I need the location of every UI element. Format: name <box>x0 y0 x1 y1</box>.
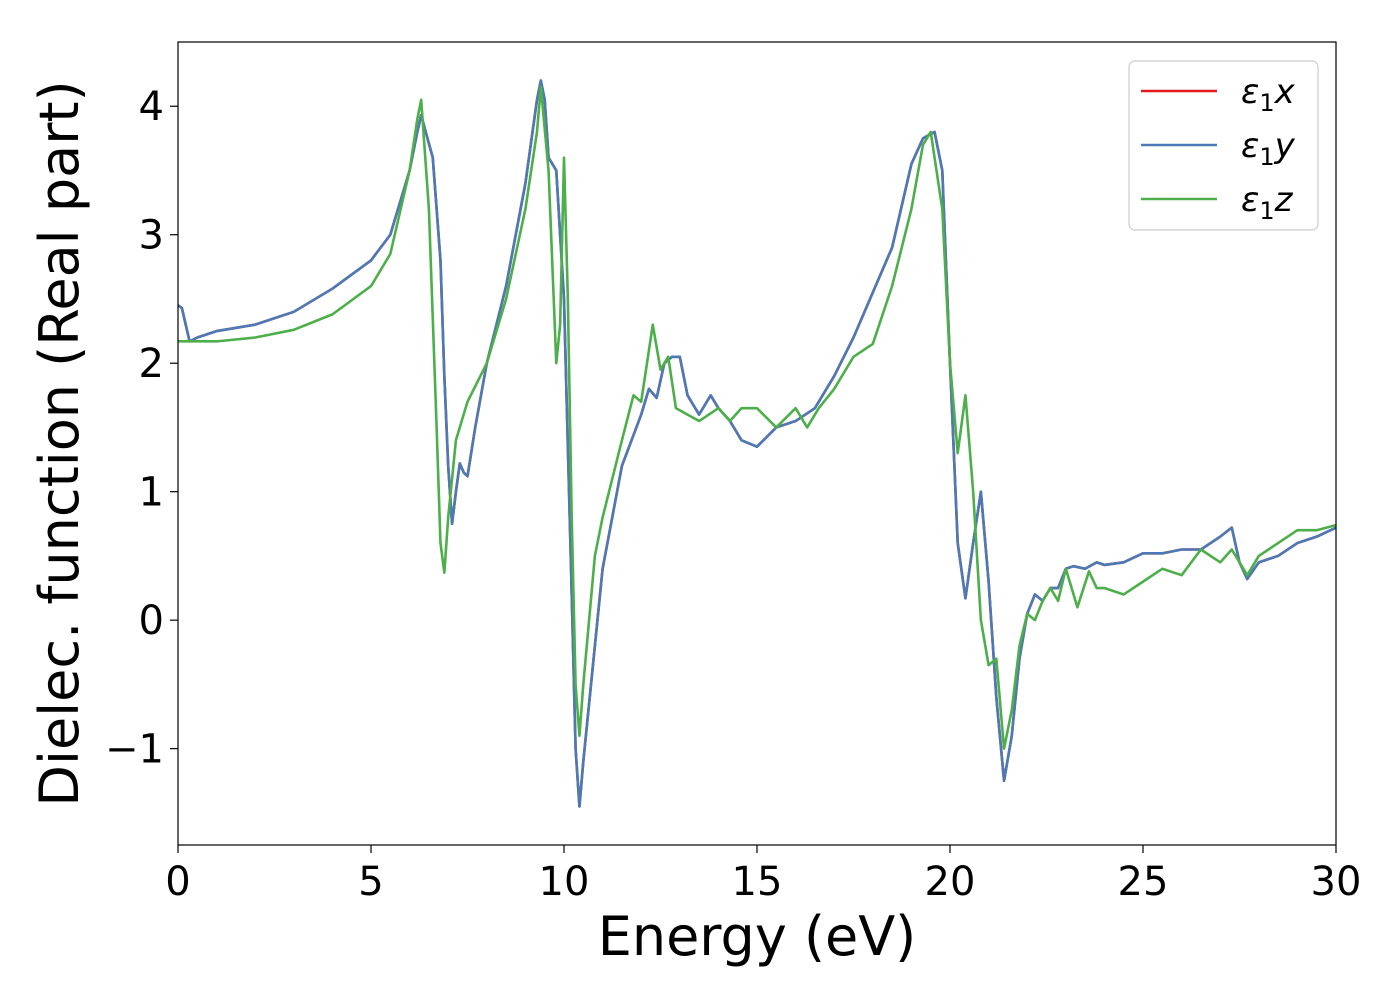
x-tick-label: 25 <box>1118 859 1169 905</box>
x-tick-label: 10 <box>539 859 590 905</box>
y-tick-label: 0 <box>139 598 164 644</box>
x-tick-label: 20 <box>925 859 976 905</box>
legend-label-z: ε1z <box>1241 180 1294 225</box>
plot-area <box>178 79 1336 808</box>
x-tick-label: 5 <box>358 859 383 905</box>
legend-box <box>1128 60 1319 231</box>
y-axis-label: Dielec. function (Real part) <box>28 80 91 806</box>
legend-label-y: ε1y <box>1241 126 1296 171</box>
x-axis-label: Energy (eV) <box>598 905 917 968</box>
y-axis-ticks: −1 0 1 2 3 4 <box>105 84 178 773</box>
y-tick-label: 3 <box>139 213 164 259</box>
x-tick-label: 15 <box>732 859 783 905</box>
x-axis-ticks: 0 5 10 15 20 25 30 <box>165 845 1361 905</box>
series-line-z <box>178 85 1336 750</box>
x-tick-label: 0 <box>165 859 190 905</box>
y-tick-label: 4 <box>139 84 164 130</box>
legend-label-x: ε1x <box>1241 72 1296 117</box>
y-tick-label: −1 <box>105 727 164 773</box>
y-tick-label: 1 <box>139 470 164 516</box>
series-line-y <box>178 79 1336 808</box>
x-tick-label: 30 <box>1311 859 1362 905</box>
y-tick-label: 2 <box>139 341 164 387</box>
plot-frame <box>177 41 1337 846</box>
legend: ε1x ε1y ε1z <box>1128 60 1319 231</box>
